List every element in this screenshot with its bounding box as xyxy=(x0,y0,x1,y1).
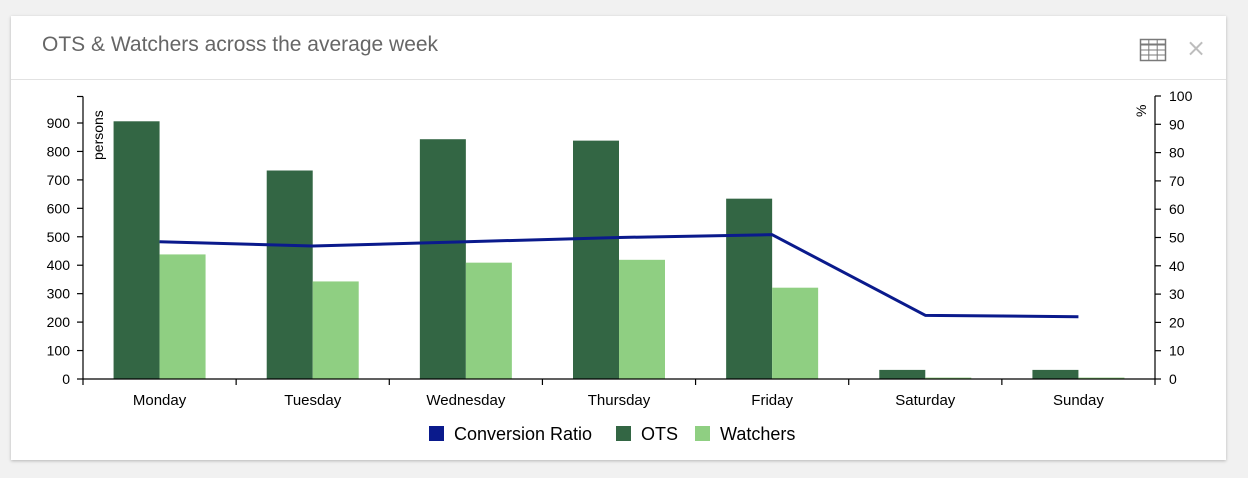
legend-ots-swatch xyxy=(616,426,631,441)
y-tick-label-right: 0 xyxy=(1169,371,1177,387)
x-tick-label: Friday xyxy=(751,392,793,409)
x-tick-label: Sunday xyxy=(1053,392,1104,409)
x-tick-label: Thursday xyxy=(588,392,651,409)
x-tick-label: Wednesday xyxy=(426,392,505,409)
y-tick-label-right: 70 xyxy=(1169,173,1185,189)
y-tick-label-left: 200 xyxy=(47,314,71,330)
card-title: OTS & Watchers across the average week xyxy=(42,33,439,56)
y-axis-right-label: % xyxy=(1133,105,1149,117)
bar-watchers-tuesday xyxy=(312,281,359,379)
bar-watchers-thursday xyxy=(619,259,665,379)
x-tick-label: Saturday xyxy=(895,392,956,409)
legend-ots-label: OTS xyxy=(641,424,678,444)
y-tick-label-left: 700 xyxy=(47,172,71,188)
bar-ots-tuesday xyxy=(266,170,313,379)
y-tick-label-right: 100 xyxy=(1169,88,1193,104)
bar-watchers-saturday xyxy=(925,377,972,379)
y-tick-label-left: 600 xyxy=(47,200,71,216)
legend-conversion-ratio-swatch xyxy=(429,426,444,441)
y-axis-left-label: persons xyxy=(90,110,106,160)
y-tick-label-right: 80 xyxy=(1169,145,1185,161)
bar-watchers-wednesday xyxy=(465,262,512,379)
legend-conversion-ratio-label: Conversion Ratio xyxy=(454,424,592,444)
bar-ots-friday xyxy=(726,198,773,379)
legend-watchers-label: Watchers xyxy=(720,424,795,444)
y-tick-label-right: 20 xyxy=(1169,314,1185,330)
bar-watchers-monday xyxy=(159,254,206,379)
y-tick-label-right: 90 xyxy=(1169,116,1185,132)
y-tick-label-left: 100 xyxy=(47,343,71,359)
y-tick-label-right: 50 xyxy=(1169,230,1185,246)
x-tick-label: Monday xyxy=(133,392,187,409)
bar-ots-monday xyxy=(113,121,160,379)
y-tick-label-left: 0 xyxy=(62,371,70,387)
y-tick-label-left: 900 xyxy=(47,115,71,131)
line-conversion-ratio xyxy=(159,233,1079,319)
close-icon[interactable]: × xyxy=(1185,34,1207,62)
y-tick-label-left: 400 xyxy=(47,257,71,273)
y-tick-label-right: 40 xyxy=(1169,258,1185,274)
bar-ots-thursday xyxy=(573,140,619,379)
bar-ots-sunday xyxy=(1032,369,1079,379)
table-grid-icon[interactable] xyxy=(1139,38,1167,62)
bar-ots-wednesday xyxy=(419,139,466,379)
legend-watchers-swatch xyxy=(695,426,710,441)
y-tick-label-right: 10 xyxy=(1169,343,1185,359)
bar-watchers-sunday xyxy=(1078,377,1125,379)
y-tick-label-right: 60 xyxy=(1169,201,1185,217)
bar-ots-saturday xyxy=(879,369,926,379)
bar-watchers-friday xyxy=(772,287,819,379)
x-tick-label: Tuesday xyxy=(284,392,341,409)
y-tick-label-right: 30 xyxy=(1169,286,1185,302)
y-tick-label-left: 500 xyxy=(47,229,71,245)
y-tick-label-left: 300 xyxy=(47,286,71,302)
card-header: OTS & Watchers across the average week × xyxy=(11,16,1226,80)
y-tick-label-left: 800 xyxy=(47,143,71,159)
